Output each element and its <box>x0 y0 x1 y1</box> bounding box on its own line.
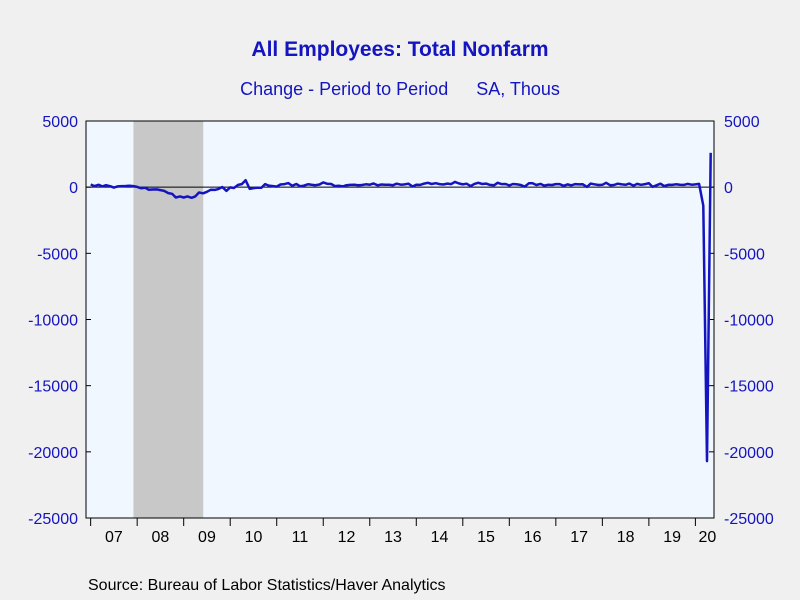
x-tick-label: 15 <box>477 529 495 546</box>
y-tick-label-right: -20000 <box>724 445 774 462</box>
y-tick-label-right: 5000 <box>724 114 760 131</box>
y-tick-label-left: 5000 <box>42 114 78 131</box>
x-tick-label: 13 <box>384 529 402 546</box>
chart-subtitle: Change - Period to Period SA, Thous <box>0 79 800 100</box>
x-tick-label: 10 <box>245 529 263 546</box>
x-tick-label: 16 <box>524 529 542 546</box>
x-tick-label: 20 <box>698 529 716 546</box>
x-tick-label: 14 <box>431 529 449 546</box>
y-tick-label-left: -20000 <box>28 445 78 462</box>
x-tick-label: 11 <box>292 529 309 546</box>
x-tick-label: 07 <box>105 529 123 546</box>
subtitle-left: Change - Period to Period <box>240 79 449 99</box>
source-note: Source: Bureau of Labor Statistics/Haver… <box>88 577 446 594</box>
x-tick-label: 09 <box>198 529 216 546</box>
y-tick-label-right: -15000 <box>724 379 774 396</box>
x-tick-label: 18 <box>617 529 635 546</box>
y-tick-label-left: 0 <box>69 180 78 197</box>
chart-title: All Employees: Total Nonfarm <box>251 38 549 61</box>
y-tick-label-right: 0 <box>724 180 733 197</box>
y-tick-label-left: -25000 <box>28 511 78 528</box>
y-tick-label-left: -5000 <box>37 246 78 263</box>
x-tick-label: 17 <box>570 529 588 546</box>
y-tick-label-right: -5000 <box>724 246 765 263</box>
x-tick-label: 19 <box>663 529 681 546</box>
subtitle-right: SA, Thous <box>476 79 560 99</box>
y-tick-label-right: -10000 <box>724 313 774 330</box>
recession-shading <box>133 121 204 518</box>
x-tick-label: 08 <box>152 529 170 546</box>
y-tick-label-left: -10000 <box>28 313 78 330</box>
series-line <box>90 152 712 463</box>
x-tick-label: 12 <box>338 529 356 546</box>
y-tick-label-left: -15000 <box>28 379 78 396</box>
y-tick-label-right: -25000 <box>724 511 774 528</box>
